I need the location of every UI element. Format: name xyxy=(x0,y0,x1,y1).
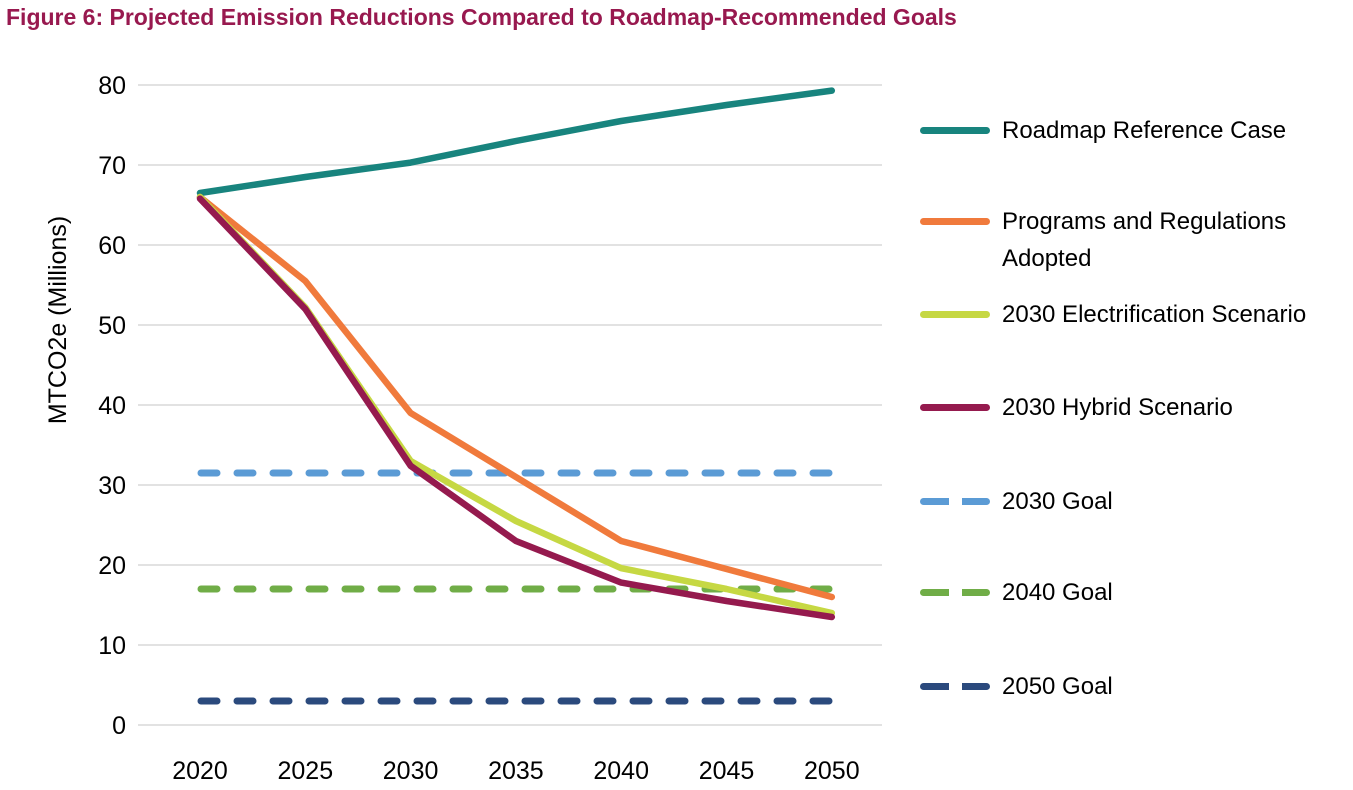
goal-lines xyxy=(197,469,840,705)
legend-dashed-line-swatch xyxy=(920,498,990,505)
legend-label: 2030 Electrification Scenario xyxy=(1002,301,1307,328)
legend: Roadmap Reference Case Programs and Regul… xyxy=(920,0,1350,790)
legend-item-roadmap-reference-case: Roadmap Reference Case xyxy=(920,112,1314,149)
legend-item-programs-and-regulations-adopted: Programs and Regulations Adopted xyxy=(920,203,1314,277)
legend-line-swatch xyxy=(920,127,990,134)
legend-item-2040-goal: 2040 Goal xyxy=(920,574,1314,611)
legend-label: 2030 Hybrid Scenario xyxy=(1002,394,1233,421)
legend-item-2030-hybrid-scenario: 2030 Hybrid Scenario xyxy=(920,389,1314,426)
legend-label: Roadmap Reference Case xyxy=(1002,117,1287,144)
legend-line-swatch xyxy=(920,311,990,318)
y-axis-title: MTCO2e (Millions) xyxy=(44,216,72,424)
legend-label: 2040 Goal xyxy=(1002,579,1113,606)
y-tick-label: 40 xyxy=(98,392,126,420)
figure-title: Figure 6: Projected Emission Reductions … xyxy=(6,4,957,30)
legend-label: Programs and Regulations Adopted xyxy=(1002,208,1287,272)
x-tick-label: 2035 xyxy=(488,757,544,785)
legend-label: 2050 Goal xyxy=(1002,673,1113,700)
legend-line-swatch xyxy=(920,218,990,225)
x-tick-label: 2045 xyxy=(699,757,755,785)
legend-dashed-line-swatch xyxy=(920,683,990,690)
legend-line-swatch xyxy=(920,404,990,411)
legend-dashed-line-swatch xyxy=(920,589,990,596)
x-tick-label: 2030 xyxy=(383,757,439,785)
x-tick-label: 2025 xyxy=(277,757,333,785)
y-tick-label: 70 xyxy=(98,152,126,180)
y-tick-label: 10 xyxy=(98,632,126,660)
legend-item-2050-goal: 2050 Goal xyxy=(920,668,1314,705)
series-lines xyxy=(196,87,836,621)
y-tick-label: 30 xyxy=(98,472,126,500)
series-line-2030-hybrid-scenario xyxy=(196,195,836,621)
x-axis-tick-labels: 2020 2025 2030 2035 2040 2045 2050 xyxy=(172,757,859,785)
y-axis-tick-labels: 0 10 20 30 40 50 60 70 80 xyxy=(98,72,126,740)
series-line-programs-and-regulations-adopted xyxy=(196,193,836,601)
y-tick-label: 50 xyxy=(98,312,126,340)
legend-item-2030-electrification-scenario: 2030 Electrification Scenario xyxy=(920,296,1314,333)
legend-label: 2030 Goal xyxy=(1002,488,1113,515)
y-tick-label: 80 xyxy=(98,72,126,100)
y-tick-label: 0 xyxy=(112,712,126,740)
legend-item-2030-goal: 2030 Goal xyxy=(920,483,1314,520)
x-tick-label: 2020 xyxy=(172,757,228,785)
gridlines xyxy=(138,84,882,726)
y-tick-label: 60 xyxy=(98,232,126,260)
x-tick-label: 2050 xyxy=(804,757,860,785)
series-line-roadmap-reference-case xyxy=(196,87,836,197)
y-tick-label: 20 xyxy=(98,552,126,580)
x-tick-label: 2040 xyxy=(593,757,649,785)
